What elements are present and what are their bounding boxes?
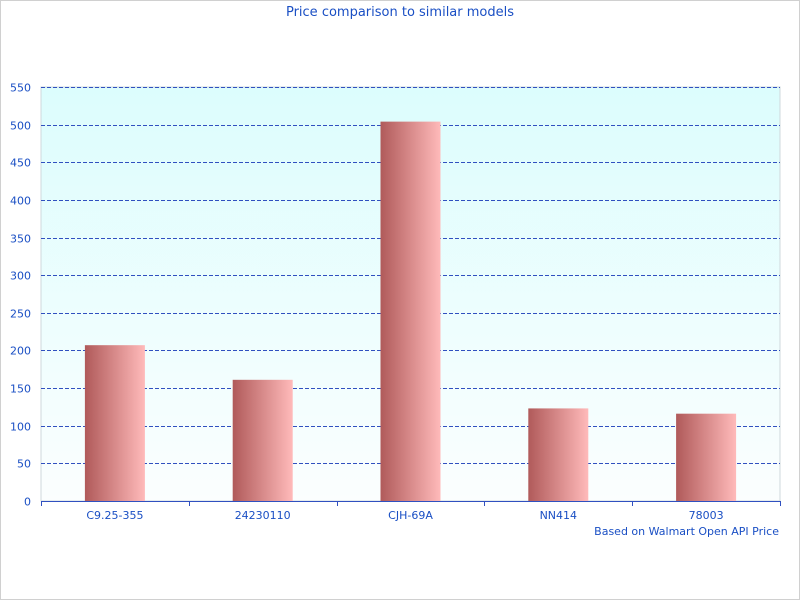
y-tick-label: 0 [24,496,31,509]
y-tick-label: 50 [17,458,31,471]
y-tick-label: 400 [10,195,31,208]
y-tick-label: 450 [10,157,31,170]
source-note: Based on Walmart Open API Price [594,525,779,538]
bar-24230110 [232,379,293,501]
x-tick-label: 78003 [689,509,724,522]
bar-C9.25-355 [84,345,145,501]
x-tick-label: CJH-69A [388,509,433,522]
y-tick-label: 300 [10,270,31,283]
bar-78003 [676,413,737,501]
y-tick-label: 550 [10,82,31,95]
y-tick-label: 100 [10,421,31,434]
x-tick-label: 24230110 [235,509,291,522]
x-tick-label: C9.25-355 [86,509,143,522]
x-tick-label: NN414 [540,509,577,522]
y-tick-label: 350 [10,233,31,246]
y-tick-label: 250 [10,308,31,321]
y-tick-label: 200 [10,345,31,358]
bar-NN414 [528,408,589,501]
y-tick-label: 500 [10,120,31,133]
chart-title: Price comparison to similar models [285,5,515,20]
bar-CJH-69A [380,121,441,501]
y-tick-label: 150 [10,383,31,396]
